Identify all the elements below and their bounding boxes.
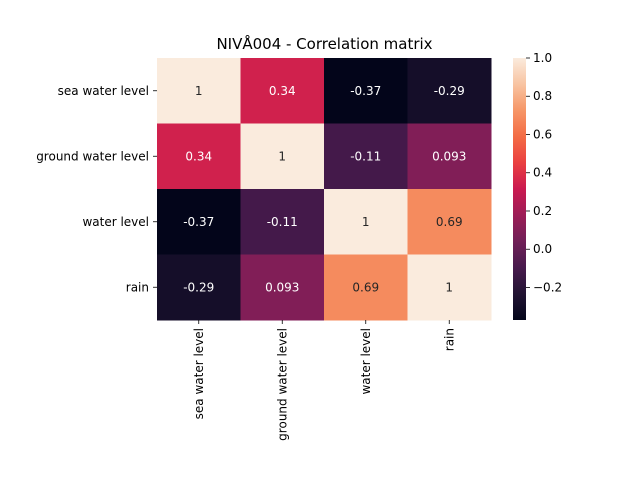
colorbar-gradient (513, 58, 526, 320)
heatmap-cells: 1 0.34 -0.37 -0.29 0.34 1 -0.11 0.093 -0.37 -0.11… (157, 58, 492, 321)
colorbar-tick-label: −0.2 (533, 280, 562, 294)
y-tick-label: water level (82, 215, 149, 229)
y-tick-label: sea water level (58, 84, 149, 98)
cell-value-label: 1 (362, 215, 370, 229)
cell-value-label: -0.29 (434, 84, 465, 98)
cell-value-label: -0.11 (267, 215, 298, 229)
cell-value-label: -0.37 (350, 84, 381, 98)
cell-value-label: 1 (445, 280, 453, 294)
heatmap-cell (240, 123, 325, 190)
heatmap-cell (324, 123, 408, 190)
x-tick-label: ground water level (275, 328, 289, 441)
cell-value-label: 1 (278, 149, 286, 163)
colorbar-tick-label: 0.2 (533, 204, 552, 218)
heatmap-cell (240, 58, 325, 124)
cell-value-label: -0.11 (350, 149, 381, 163)
x-axis-ticks: sea water level ground water level water l… (192, 320, 456, 441)
cell-value-label: 0.34 (185, 149, 212, 163)
colorbar: −0.2 0.0 0.2 0.4 0.6 0.8 1.0 (513, 51, 562, 320)
cell-value-label: 0.69 (436, 215, 463, 229)
heatmap-cell (157, 123, 241, 190)
cell-value-label: 0.34 (269, 84, 296, 98)
y-tick-label: rain (126, 280, 149, 294)
colorbar-tick-label: 0.4 (533, 166, 552, 180)
cell-value-label: 0.093 (265, 280, 299, 294)
heatmap-cell (407, 123, 492, 190)
heatmap-cell (240, 189, 325, 255)
chart-title: NIVÅ004 - Correlation matrix (216, 34, 432, 53)
heatmap-cell (157, 58, 241, 124)
y-tick-label: ground water level (36, 149, 149, 163)
heatmap-cell (407, 189, 492, 255)
heatmap-cell (240, 254, 325, 321)
x-tick-label: sea water level (192, 328, 206, 419)
heatmap-cell (407, 58, 492, 124)
heatmap-cell (407, 254, 492, 321)
cell-value-label: 0.69 (352, 280, 379, 294)
cell-value-label: 0.093 (432, 149, 466, 163)
heatmap-cell (157, 254, 241, 321)
colorbar-tick-label: 0.0 (533, 242, 552, 256)
cell-value-label: -0.37 (183, 215, 214, 229)
y-axis-ticks: sea water level ground water level water l… (36, 84, 157, 294)
heatmap-cell (324, 58, 408, 124)
heatmap-cell (324, 254, 408, 321)
heatmap-cell (324, 189, 408, 255)
colorbar-tick-label: 1.0 (533, 51, 552, 65)
colorbar-tick-label: 0.6 (533, 127, 552, 141)
heatmap-cell (157, 189, 241, 255)
x-tick-label: water level (359, 328, 373, 395)
cell-value-label: 1 (195, 84, 203, 98)
colorbar-tick-label: 0.8 (533, 89, 552, 103)
x-tick-label: rain (442, 328, 456, 351)
cell-value-label: -0.29 (183, 280, 214, 294)
